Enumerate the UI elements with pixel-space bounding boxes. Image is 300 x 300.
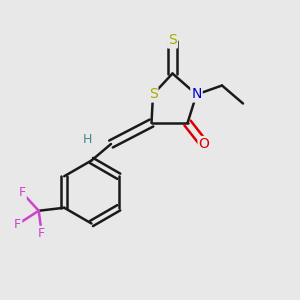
Text: H: H: [82, 133, 92, 146]
Text: S: S: [148, 88, 158, 101]
Text: F: F: [14, 218, 21, 231]
Text: S: S: [168, 34, 177, 47]
Text: O: O: [199, 137, 209, 151]
Text: N: N: [191, 88, 202, 101]
Text: F: F: [19, 186, 26, 199]
Text: F: F: [38, 227, 45, 240]
